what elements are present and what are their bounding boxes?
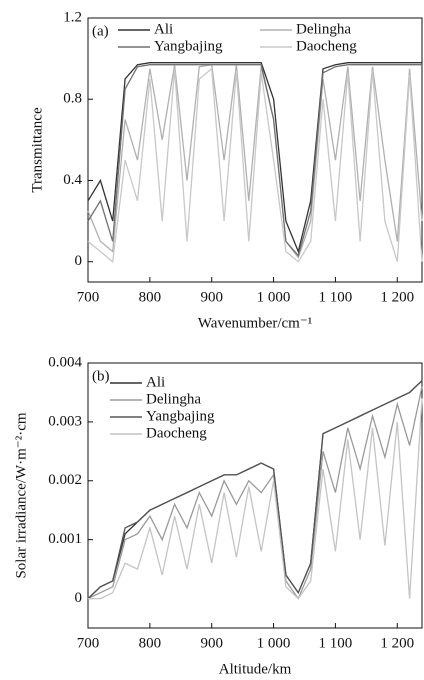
panel-label: (a) xyxy=(92,23,109,39)
x-tick-label: 700 xyxy=(77,289,100,305)
y-tick-label: 1.2 xyxy=(63,9,82,25)
panel: 700 800 900 1 000 1 100 1 200 0 0.001 0.002 0.003… xyxy=(13,354,423,677)
series-line xyxy=(87,64,422,257)
legend-label: Yangbajing xyxy=(154,38,223,54)
legend-label: Delingha xyxy=(296,21,351,37)
plot-frame xyxy=(87,17,423,283)
legend-label: Ali xyxy=(154,21,173,37)
x-tick-label: 1 200 xyxy=(380,635,414,651)
legend-label: Daocheng xyxy=(146,425,207,441)
series-line xyxy=(87,67,423,263)
series-line xyxy=(87,386,423,600)
y-tick-label: 0.8 xyxy=(63,91,82,107)
series-line xyxy=(87,380,423,600)
x-tick-label: 1 100 xyxy=(319,289,353,305)
series-line xyxy=(87,62,422,254)
x-tick-label: 700 xyxy=(77,635,100,651)
x-tick-label: 800 xyxy=(139,289,162,305)
x-tick-label: 800 xyxy=(139,635,162,651)
x-tick-label: 1 200 xyxy=(380,289,414,305)
panel-label: (b) xyxy=(92,368,110,384)
legend-label: Ali xyxy=(146,374,165,390)
y-tick-label: 0.002 xyxy=(48,472,82,488)
y-tick-label: 0.003 xyxy=(48,413,82,429)
panel: 700 800 900 1 000 1 100 1 200 0 0.4 0.8 1.2 Wavenu… xyxy=(29,9,423,331)
x-tick-label: 900 xyxy=(200,289,223,305)
legend-label: Daocheng xyxy=(296,38,357,54)
y-tick-label: 0 xyxy=(75,590,83,606)
legend-label: Delingha xyxy=(146,391,201,407)
x-tick-label: 900 xyxy=(200,635,223,651)
legend-label: Yangbajing xyxy=(146,408,215,424)
y-axis-label: Transmittance xyxy=(29,107,45,193)
y-tick-label: 0.001 xyxy=(48,531,82,547)
y-tick-label: 0.004 xyxy=(48,354,82,370)
series-line xyxy=(88,398,423,600)
x-tick-label: 1 100 xyxy=(319,635,353,651)
y-tick-label: 0 xyxy=(75,253,83,269)
y-axis-label: Solar irradiance/W·m⁻²·cm xyxy=(13,412,29,578)
x-tick-label: 1 000 xyxy=(257,289,291,305)
series-line xyxy=(87,63,423,259)
plot-frame xyxy=(87,362,423,629)
x-axis-label: Altitude/km xyxy=(219,661,292,677)
x-axis-label: Wavenumber/cm⁻¹ xyxy=(198,315,313,331)
y-tick-label: 0.4 xyxy=(63,172,82,188)
x-tick-label: 1 000 xyxy=(257,635,291,651)
